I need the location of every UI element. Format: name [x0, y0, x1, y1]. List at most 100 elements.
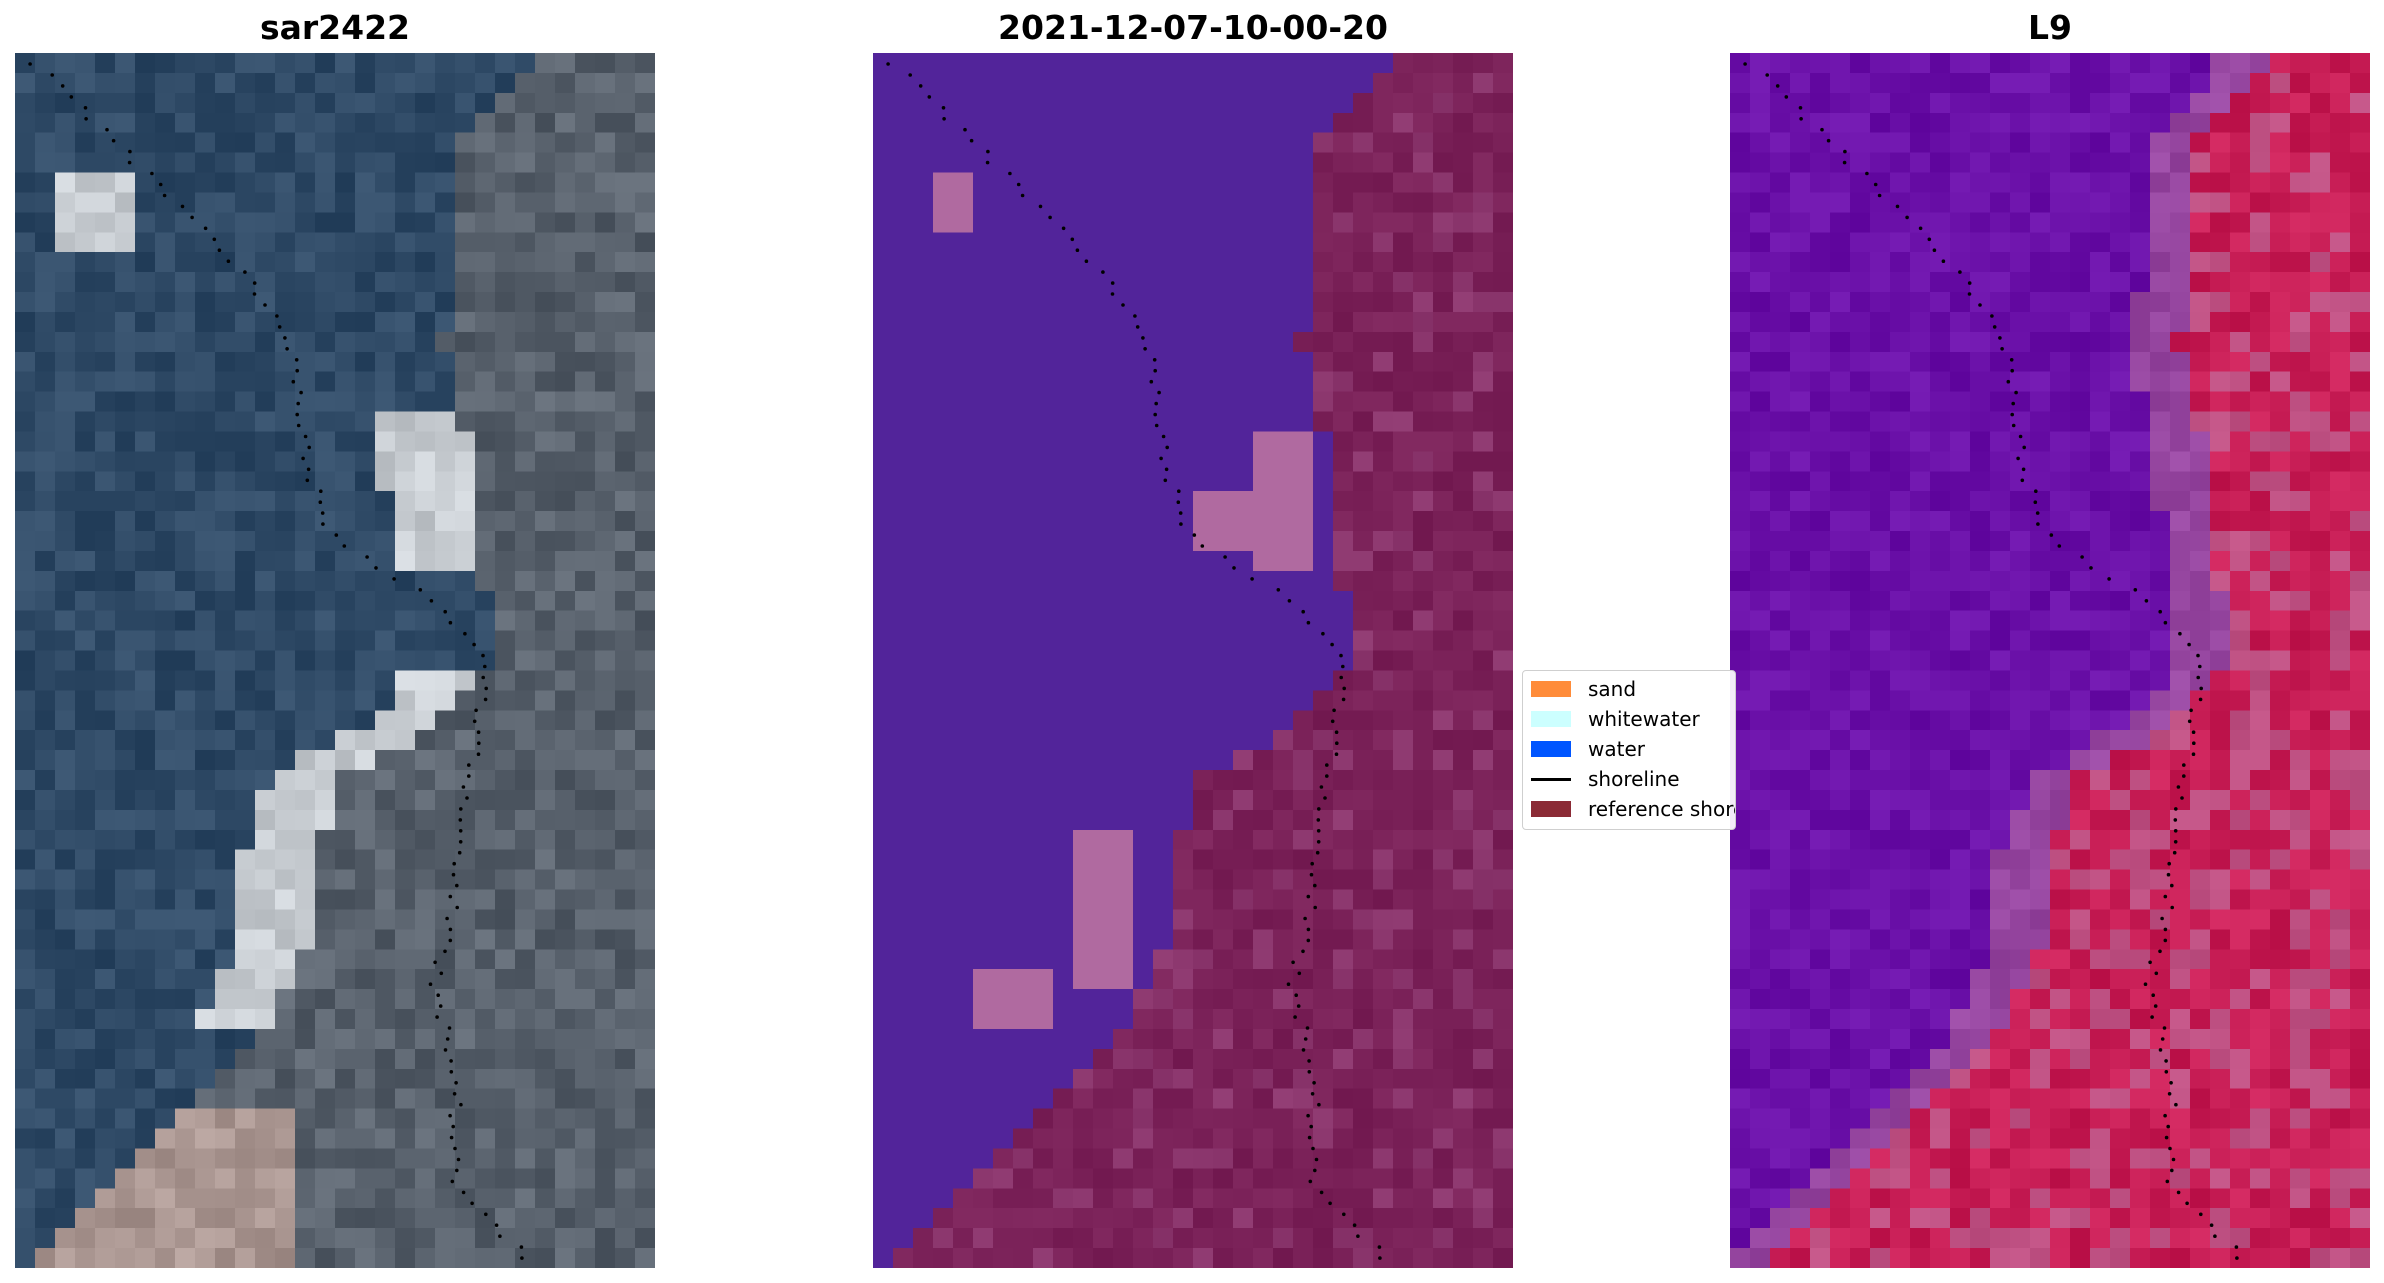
shoreline-point: [2170, 883, 2174, 888]
shoreline-point: [2192, 741, 2196, 745]
shoreline-point: [1154, 423, 1159, 428]
shoreline-point: [252, 292, 257, 296]
shoreline-point: [1311, 1146, 1315, 1151]
shoreline-point: [1159, 456, 1163, 461]
shoreline-point: [1313, 905, 1317, 910]
shoreline-point: [472, 642, 476, 647]
shoreline-point: [84, 117, 88, 121]
shoreline-point: [2185, 1201, 2189, 1206]
shoreline-point: [1291, 960, 1295, 965]
shoreline-point: [1157, 390, 1161, 395]
shoreline-point: [1325, 774, 1329, 778]
legend-swatch-whitewater: [1531, 711, 1571, 727]
shoreline-point: [296, 423, 301, 428]
shoreline-point: [2235, 1256, 2239, 1260]
shoreline-point: [483, 664, 487, 669]
shoreline-point: [1323, 796, 1327, 800]
shoreline-point: [436, 993, 441, 997]
shoreline-point: [1016, 182, 1021, 187]
shoreline-point: [111, 138, 116, 143]
shoreline-point: [455, 883, 459, 888]
shoreline-point: [429, 599, 434, 603]
shoreline-point: [1008, 171, 1012, 176]
shoreline-point: [1177, 489, 1181, 494]
shoreline-point: [128, 149, 132, 154]
shoreline-point: [448, 938, 453, 943]
shoreline-point: [1153, 368, 1157, 373]
shoreline-point: [477, 741, 481, 745]
shoreline-point: [1192, 533, 1197, 537]
shoreline-point: [1310, 861, 1314, 866]
shoreline-point: [2021, 467, 2026, 472]
shoreline-point: [2154, 971, 2159, 976]
shoreline-point: [908, 73, 912, 77]
shoreline-point: [2170, 905, 2174, 910]
legend-item-shoreline: shoreline: [1531, 764, 1680, 794]
shoreline-point: [2057, 544, 2062, 548]
shoreline-point: [1154, 401, 1158, 406]
shoreline-point: [459, 807, 463, 811]
shoreline-point: [1319, 785, 1324, 789]
shoreline-point: [1309, 1124, 1313, 1129]
shoreline-point: [1101, 270, 1105, 274]
shoreline-point: [1141, 336, 1145, 340]
shoreline-point: [2171, 1157, 2176, 1162]
shoreline-point: [1307, 1135, 1312, 1140]
shoreline-point: [1305, 1026, 1310, 1030]
shoreline-point: [2198, 664, 2202, 669]
legend-swatch-sand: [1531, 681, 1571, 697]
shoreline-point: [1377, 1245, 1382, 1249]
shoreline-point: [2158, 609, 2162, 614]
legend-label: shoreline: [1588, 767, 1680, 791]
legend: sand whitewater water shoreline referenc…: [1522, 670, 1736, 830]
shoreline-point: [2187, 642, 2191, 647]
legend-item-whitewater: whitewater: [1531, 704, 1700, 734]
shoreline-point: [2143, 982, 2148, 986]
shoreline-point: [2234, 1245, 2239, 1249]
shoreline-point: [494, 1223, 499, 1227]
shoreline-point: [418, 588, 423, 592]
shoreline-point: [1895, 204, 1900, 209]
shoreline-point: [60, 84, 65, 88]
rgb-image-panel: [15, 53, 655, 1268]
shoreline-point: [1061, 226, 1066, 231]
shoreline-point: [519, 1245, 524, 1249]
shoreline-point: [2176, 785, 2181, 789]
shoreline-point: [1335, 741, 1339, 745]
shoreline-point: [886, 62, 890, 66]
shoreline-point: [1342, 1212, 1346, 1217]
shoreline-point: [1110, 281, 1115, 285]
shoreline-point: [2176, 1190, 2181, 1195]
shoreline-point: [1842, 160, 1847, 165]
shoreline-point: [2014, 390, 2018, 395]
shoreline-point: [453, 1146, 457, 1151]
shoreline-point: [1316, 818, 1321, 822]
shoreline-point: [1325, 763, 1329, 767]
shoreline-point: [1306, 1113, 1310, 1118]
shoreline-point: [1310, 1092, 1315, 1096]
shoreline-point: [365, 555, 369, 559]
shoreline-point: [1941, 259, 1946, 263]
shoreline-point: [305, 478, 310, 483]
shoreline-point: [2158, 949, 2162, 954]
shoreline-point: [1303, 916, 1307, 921]
shoreline-point: [2173, 818, 2178, 822]
shoreline-point: [1330, 642, 1334, 647]
shoreline-point: [1339, 675, 1343, 680]
shoreline-point: [1296, 1004, 1301, 1008]
shoreline-point: [2164, 1135, 2169, 1140]
shoreline-point: [1153, 412, 1157, 417]
shoreline-point: [217, 248, 222, 252]
shoreline-point: [2163, 894, 2168, 899]
shoreline-point: [448, 1113, 452, 1118]
shoreline-point: [1873, 182, 1878, 187]
shoreline-point: [467, 774, 471, 778]
shoreline-point: [1978, 303, 1982, 307]
shoreline-point: [1784, 95, 1789, 99]
shoreline-point: [2107, 577, 2111, 581]
shoreline-point: [1316, 840, 1321, 844]
shoreline-point: [2148, 960, 2152, 965]
shoreline-point: [1339, 653, 1343, 658]
shoreline-point: [2167, 1092, 2172, 1096]
shoreline-point: [1293, 1015, 1297, 1019]
